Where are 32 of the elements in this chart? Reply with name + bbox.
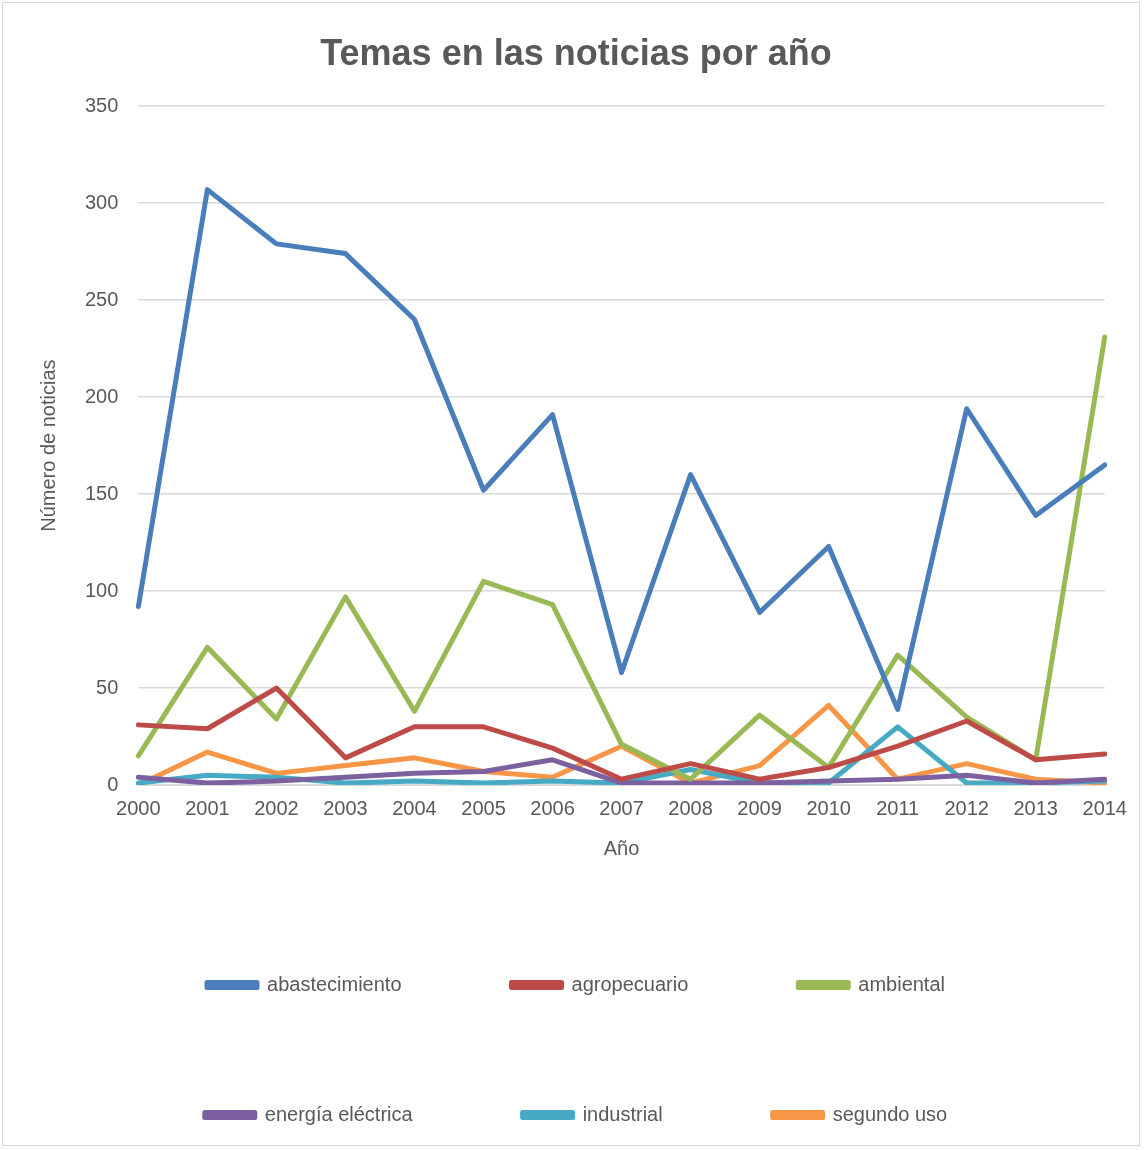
y-tick-label: 50 xyxy=(96,675,119,698)
x-tick-label: 2003 xyxy=(323,796,368,819)
y-tick-label: 350 xyxy=(84,93,119,116)
x-tick-label: 2009 xyxy=(737,796,782,819)
y-tick-label: 0 xyxy=(107,772,119,795)
y-tick-label: 150 xyxy=(84,481,119,504)
legend-label: ambiental xyxy=(858,972,945,995)
legend-label: agropecuario xyxy=(571,972,689,995)
x-tick-label: 2000 xyxy=(116,796,161,819)
legend-label: industrial xyxy=(582,1102,663,1125)
legend-label: energía eléctrica xyxy=(264,1102,414,1125)
x-tick-label: 2011 xyxy=(876,796,920,819)
y-tick-label: 300 xyxy=(84,190,119,213)
x-tick-label: 2001 xyxy=(185,796,230,819)
y-tick-label: 200 xyxy=(84,384,119,407)
chart-title: Temas en las noticias por año xyxy=(320,31,832,73)
x-tick-label: 2002 xyxy=(254,796,299,819)
legend-label: abastecimiento xyxy=(267,972,402,995)
x-axis-title: Año xyxy=(603,836,640,859)
x-tick-label: 2013 xyxy=(1013,796,1058,819)
legend-label: segundo uso xyxy=(832,1102,948,1125)
x-tick-label: 2005 xyxy=(461,796,506,819)
x-tick-label: 2010 xyxy=(806,796,851,819)
y-tick-label: 250 xyxy=(84,287,119,310)
x-tick-label: 2006 xyxy=(530,796,575,819)
y-tick-label: 100 xyxy=(84,578,119,601)
x-tick-label: 2012 xyxy=(944,796,989,819)
x-tick-label: 2004 xyxy=(392,796,437,819)
x-tick-label: 2007 xyxy=(599,796,644,819)
y-axis-title: Número de noticias xyxy=(36,359,59,532)
x-tick-label: 2014 xyxy=(1082,796,1127,819)
x-tick-label: 2008 xyxy=(668,796,713,819)
